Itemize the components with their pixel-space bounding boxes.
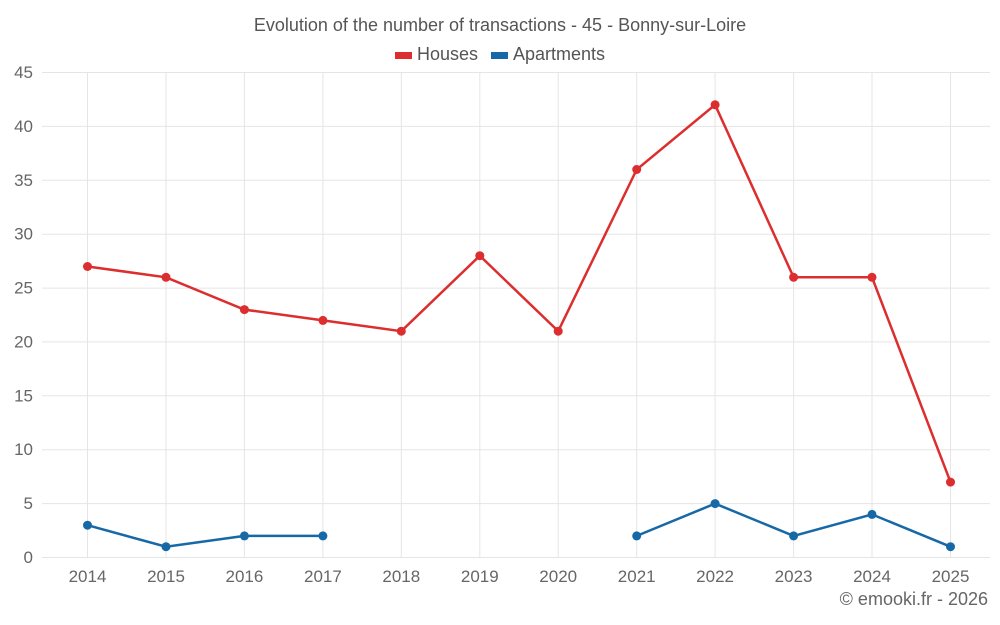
svg-text:20: 20 — [14, 332, 33, 351]
svg-text:10: 10 — [14, 440, 33, 459]
svg-text:2024: 2024 — [853, 567, 891, 586]
svg-text:2022: 2022 — [696, 567, 734, 586]
svg-text:25: 25 — [14, 279, 33, 298]
svg-text:15: 15 — [14, 386, 33, 405]
svg-text:2014: 2014 — [69, 567, 107, 586]
svg-text:2017: 2017 — [304, 567, 342, 586]
svg-text:2020: 2020 — [539, 567, 577, 586]
svg-text:0: 0 — [24, 548, 33, 567]
svg-text:2019: 2019 — [461, 567, 499, 586]
svg-text:2023: 2023 — [775, 567, 813, 586]
svg-text:2015: 2015 — [147, 567, 185, 586]
svg-text:40: 40 — [14, 117, 33, 136]
svg-text:30: 30 — [14, 225, 33, 244]
svg-text:45: 45 — [14, 63, 33, 82]
svg-text:2018: 2018 — [382, 567, 420, 586]
svg-text:2021: 2021 — [618, 567, 656, 586]
svg-text:2025: 2025 — [932, 567, 970, 586]
svg-text:35: 35 — [14, 171, 33, 190]
svg-text:5: 5 — [24, 494, 33, 513]
svg-text:2016: 2016 — [225, 567, 263, 586]
